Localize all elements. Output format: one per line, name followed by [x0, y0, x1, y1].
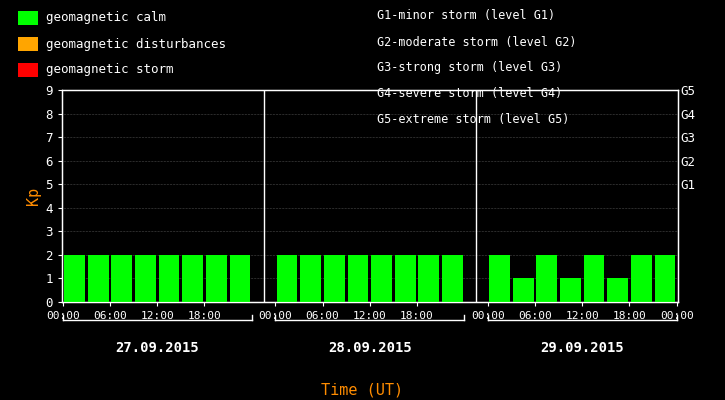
Bar	[584, 255, 605, 302]
Text: G5-extreme storm (level G5): G5-extreme storm (level G5)	[377, 114, 569, 126]
Bar	[65, 255, 85, 302]
Bar	[631, 255, 652, 302]
Bar	[513, 278, 534, 302]
Bar	[300, 255, 321, 302]
Bar	[182, 255, 203, 302]
Bar	[135, 255, 156, 302]
Text: G4-severe storm (level G4): G4-severe storm (level G4)	[377, 88, 563, 100]
Bar	[418, 255, 439, 302]
Bar	[395, 255, 415, 302]
Bar	[88, 255, 109, 302]
Text: Time (UT): Time (UT)	[321, 382, 404, 398]
Bar	[489, 255, 510, 302]
Bar	[112, 255, 132, 302]
Text: 29.09.2015: 29.09.2015	[540, 341, 624, 355]
Bar	[560, 278, 581, 302]
Bar	[655, 255, 675, 302]
Bar	[347, 255, 368, 302]
Text: G3-strong storm (level G3): G3-strong storm (level G3)	[377, 62, 563, 74]
Bar	[324, 255, 344, 302]
Bar	[206, 255, 227, 302]
Bar	[230, 255, 250, 302]
Text: geomagnetic calm: geomagnetic calm	[46, 12, 166, 24]
Text: 28.09.2015: 28.09.2015	[328, 341, 412, 355]
Bar	[371, 255, 392, 302]
Bar	[442, 255, 463, 302]
Text: G1-minor storm (level G1): G1-minor storm (level G1)	[377, 10, 555, 22]
Bar	[608, 278, 628, 302]
Y-axis label: Kp: Kp	[26, 187, 41, 205]
Bar	[277, 255, 297, 302]
Bar	[159, 255, 180, 302]
Text: G2-moderate storm (level G2): G2-moderate storm (level G2)	[377, 36, 576, 48]
Text: geomagnetic storm: geomagnetic storm	[46, 64, 173, 76]
Text: geomagnetic disturbances: geomagnetic disturbances	[46, 38, 225, 50]
Text: 27.09.2015: 27.09.2015	[115, 341, 199, 355]
Bar	[536, 255, 558, 302]
